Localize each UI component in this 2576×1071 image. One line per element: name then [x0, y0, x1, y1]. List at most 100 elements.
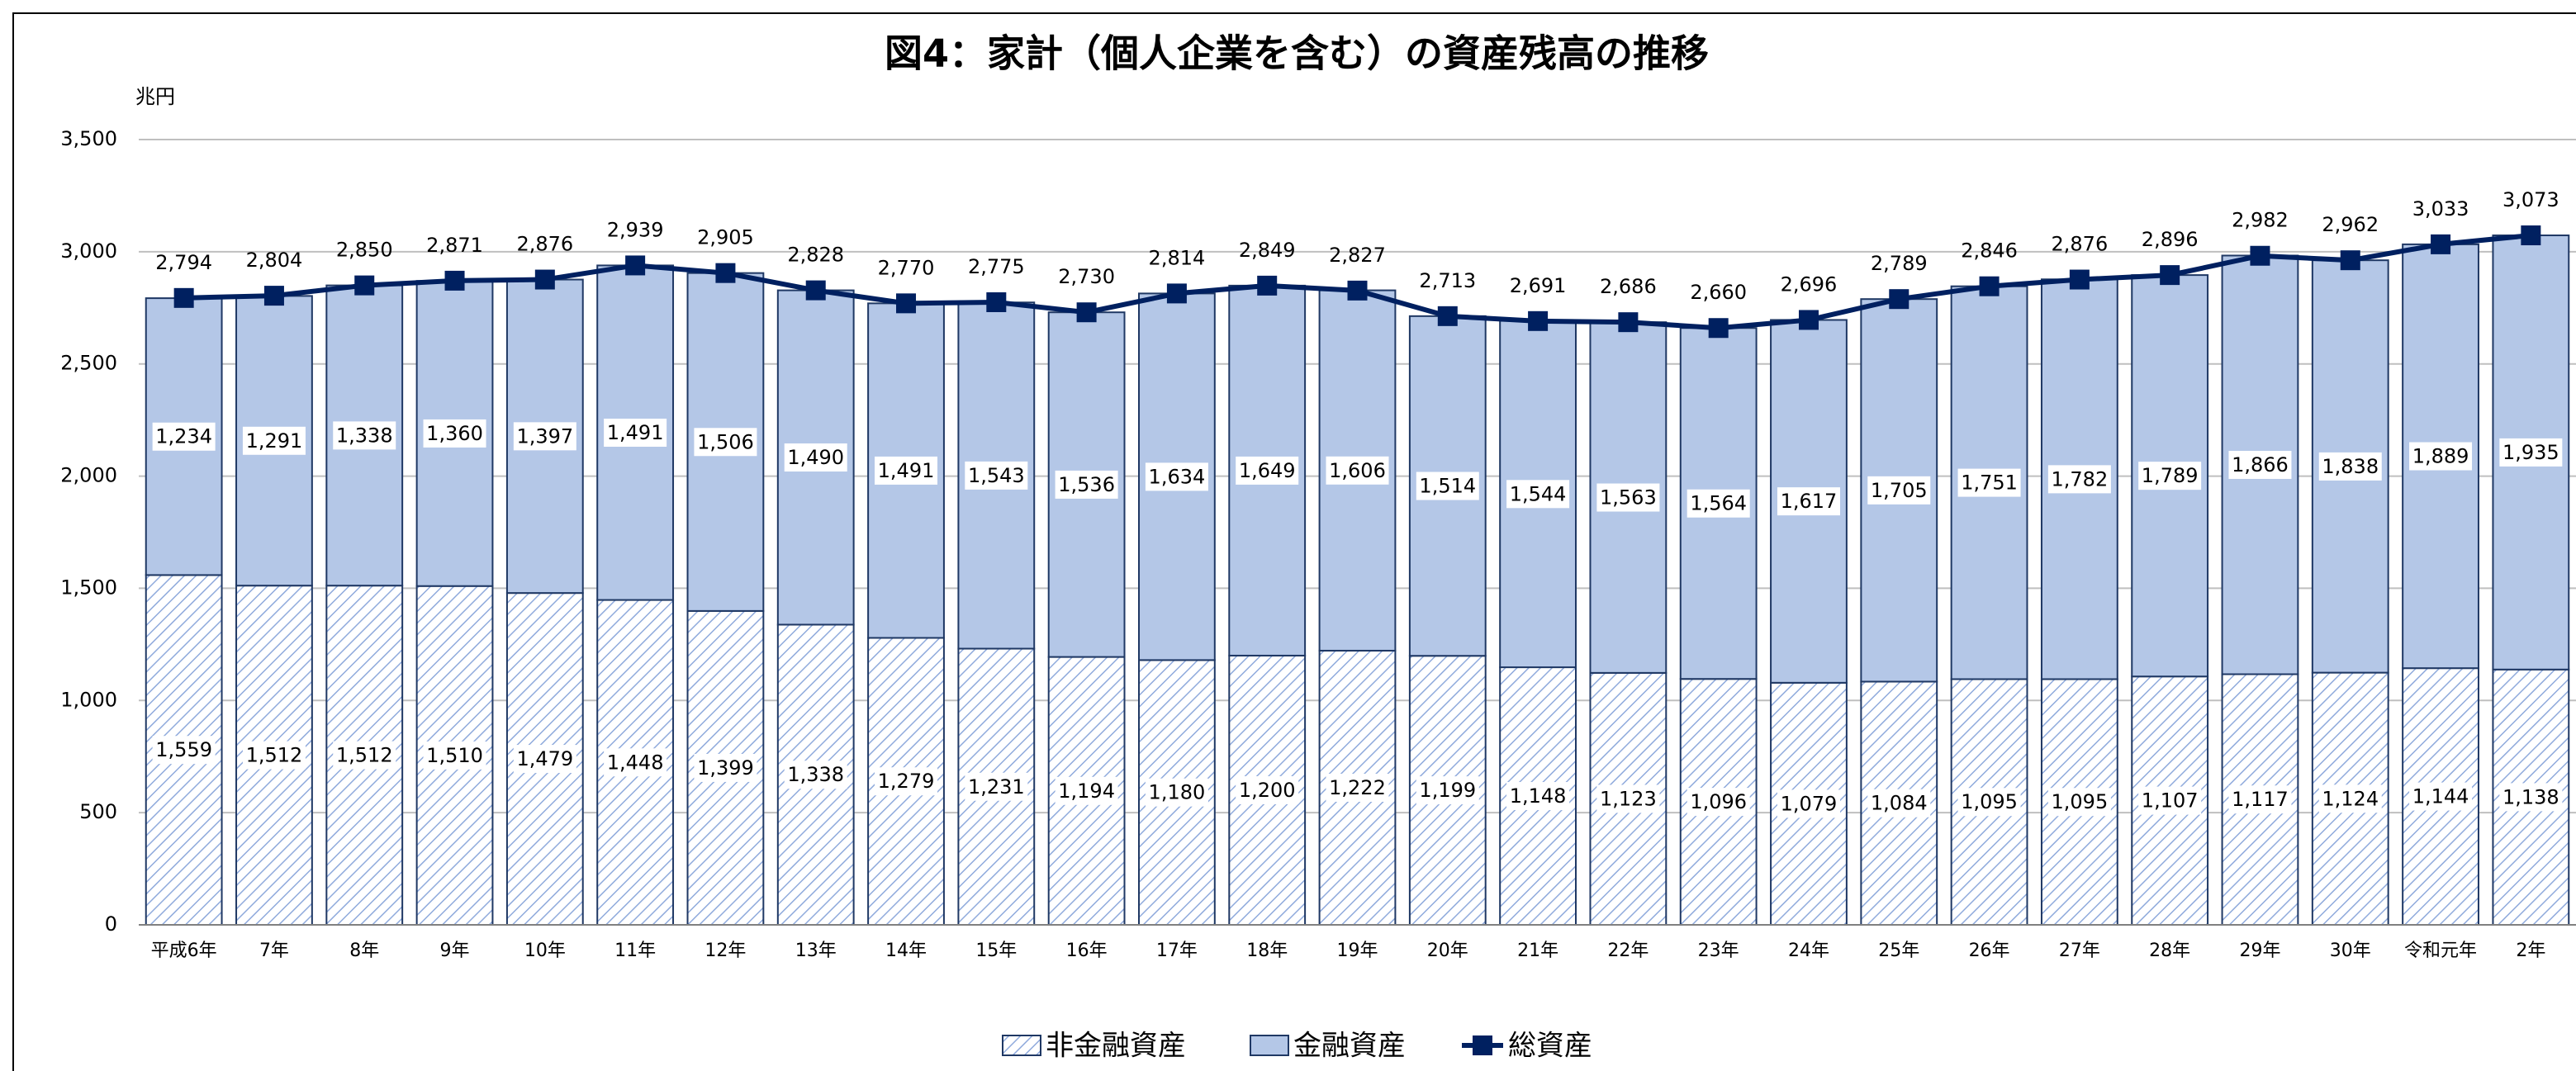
- x-tick-label: 17年: [1156, 941, 1198, 961]
- x-tick-label: 12年: [704, 941, 746, 961]
- marker: [1437, 306, 1458, 326]
- x-tick-label: 平成6年: [151, 941, 217, 961]
- label-box: [965, 772, 1028, 801]
- marker: [444, 270, 465, 291]
- marker: [2340, 250, 2360, 271]
- label-box: [2499, 783, 2563, 812]
- data-label: 2,804: [246, 249, 303, 272]
- legend-label: 非金融資産: [1046, 1030, 1186, 1063]
- data-label: 1,397: [516, 424, 573, 448]
- marker: [2431, 234, 2451, 254]
- data-label: 1,338: [787, 763, 844, 786]
- data-label: 1,491: [878, 459, 935, 482]
- legend-swatch: [1250, 1035, 1289, 1056]
- marker: [2069, 269, 2090, 290]
- y-tick-label: 1,000: [60, 688, 117, 711]
- x-tick-label: 26年: [1969, 941, 2010, 961]
- data-label: 1,231: [968, 775, 1025, 799]
- data-label: 1,399: [697, 756, 754, 780]
- marker: [1166, 283, 1187, 304]
- data-label: 1,448: [607, 751, 664, 774]
- data-label: 3,033: [2412, 197, 2469, 220]
- data-label: 3,073: [2502, 188, 2559, 211]
- y-tick-label: 2,000: [60, 464, 117, 487]
- data-label: 1,889: [2412, 445, 2469, 468]
- data-label: 1,559: [155, 738, 212, 761]
- data-label: 1,124: [2322, 787, 2379, 810]
- label-box: [152, 422, 216, 451]
- marker: [805, 280, 826, 301]
- data-label: 1,606: [1329, 459, 1386, 482]
- label-box: [1506, 782, 1570, 811]
- data-label: 1,138: [2502, 785, 2559, 808]
- data-label: 2,696: [1781, 272, 1838, 296]
- x-tick-label: 18年: [1246, 941, 1288, 961]
- label-box: [1236, 775, 1299, 804]
- label-box: [242, 426, 306, 455]
- data-label: 1,279: [878, 770, 935, 793]
- data-label: 1,079: [1781, 792, 1838, 815]
- data-label: 1,199: [1419, 779, 1476, 802]
- label-box: [1416, 776, 1479, 805]
- label-box: [333, 421, 396, 450]
- label-box: [1957, 788, 2021, 817]
- data-label: 1,564: [1690, 492, 1747, 515]
- label-box: [242, 741, 306, 770]
- data-label: 2,814: [1149, 246, 1206, 269]
- data-label: 1,510: [426, 744, 483, 767]
- data-label: 1,194: [1058, 780, 1115, 803]
- x-tick-label: 25年: [1878, 941, 1919, 961]
- x-tick-label: 8年: [349, 941, 379, 961]
- data-label: 1,148: [1510, 784, 1567, 808]
- marker: [2250, 245, 2270, 266]
- chart-title: 図4：家計（個人企業を含む）の資産残高の推移: [885, 31, 1709, 76]
- data-label: 2,876: [2052, 233, 2109, 256]
- data-label: 1,512: [246, 744, 303, 767]
- data-label: 2,794: [155, 251, 212, 274]
- marker: [1076, 302, 1097, 323]
- data-label: 1,084: [1871, 792, 1928, 815]
- label-box: [694, 428, 757, 457]
- data-label: 2,691: [1510, 274, 1567, 297]
- marker: [534, 269, 555, 290]
- x-tick-label: 24年: [1788, 941, 1829, 961]
- label-box: [1957, 468, 2021, 497]
- data-label: 1,490: [787, 446, 844, 469]
- label-box: [1777, 487, 1840, 516]
- label-box: [1326, 773, 1389, 802]
- marker: [1798, 310, 1819, 330]
- marker: [173, 287, 194, 308]
- marker: [263, 286, 284, 306]
- data-label: 1,782: [2052, 467, 2109, 490]
- legend-label: 金融資産: [1293, 1030, 1406, 1063]
- label-box: [2409, 442, 2473, 471]
- data-label: 2,770: [878, 256, 935, 279]
- label-box: [1686, 489, 1750, 518]
- label-box: [2047, 788, 2111, 817]
- y-tick-label: 3,500: [60, 127, 117, 150]
- data-label: 1,506: [697, 430, 754, 453]
- x-tick-label: 13年: [795, 941, 837, 961]
- marker: [2521, 225, 2541, 246]
- marker: [715, 263, 736, 283]
- data-label: 1,634: [1149, 465, 1206, 488]
- marker: [986, 291, 1007, 312]
- data-label: 2,789: [1871, 252, 1928, 275]
- data-label: 2,850: [336, 239, 393, 262]
- data-label: 1,222: [1329, 776, 1386, 799]
- data-label: 2,686: [1600, 275, 1657, 298]
- label-box: [1055, 470, 1118, 499]
- legend-swatch: [1002, 1035, 1041, 1056]
- data-label: 2,939: [607, 218, 664, 241]
- y-tick-label: 500: [79, 800, 117, 823]
- label-box: [1596, 784, 1660, 813]
- marker: [1257, 275, 1278, 296]
- data-label: 1,544: [1510, 482, 1567, 505]
- x-tick-label: 20年: [1427, 941, 1468, 961]
- y-tick-label: 1,500: [60, 576, 117, 599]
- label-box: [784, 761, 847, 789]
- x-tick-label: 23年: [1698, 941, 1739, 961]
- x-tick-label: 29年: [2239, 941, 2280, 961]
- label-box: [1506, 480, 1570, 509]
- data-label: 1,291: [246, 429, 303, 453]
